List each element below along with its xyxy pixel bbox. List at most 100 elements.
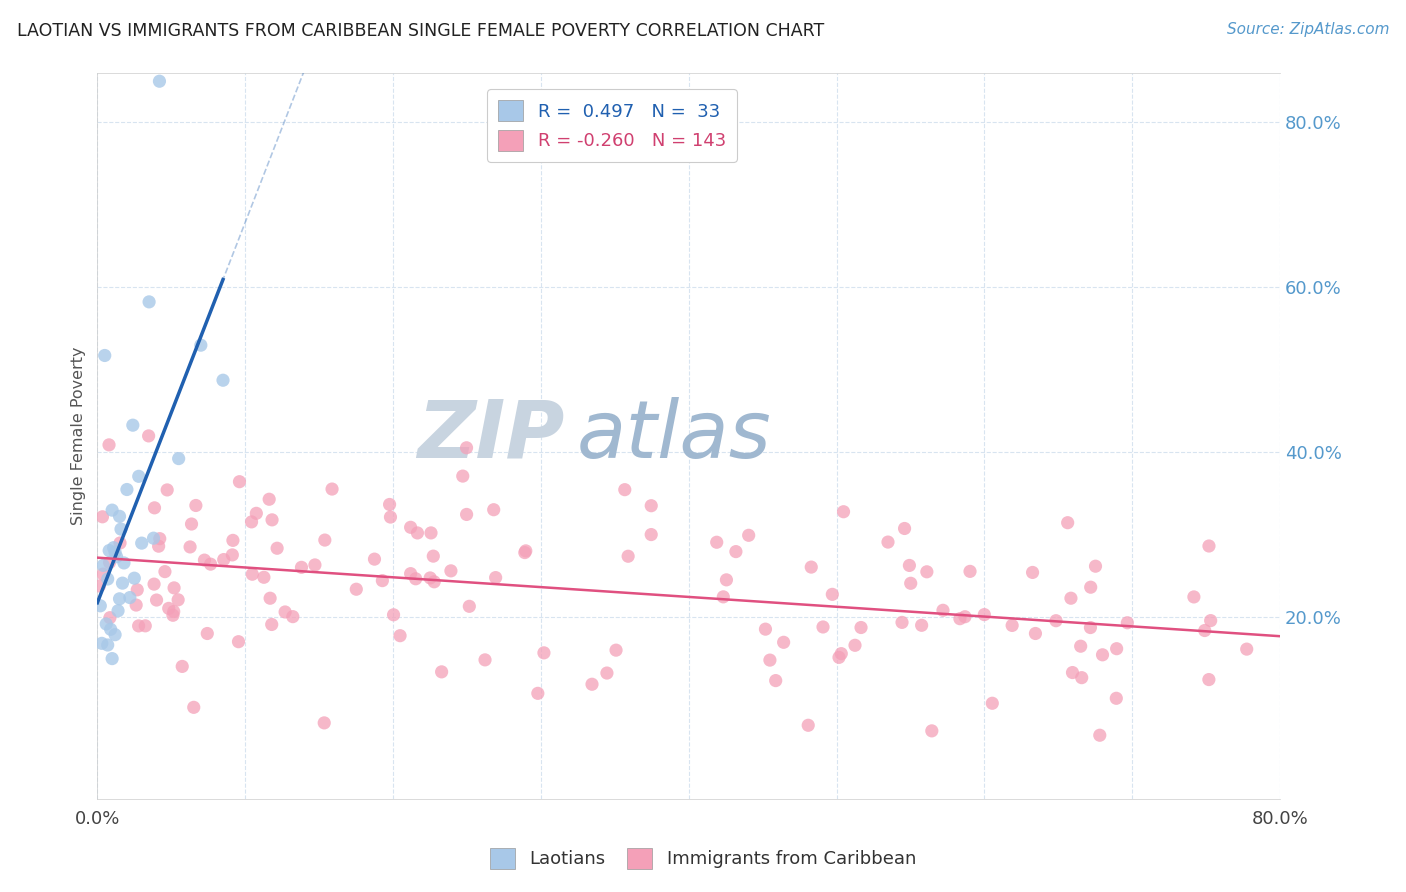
Point <box>228 475 250 489</box>
Point <box>1236 642 1258 657</box>
Point <box>724 544 747 558</box>
Point <box>253 570 276 584</box>
Point <box>1198 673 1220 687</box>
Point <box>811 620 834 634</box>
Point <box>911 618 934 632</box>
Point <box>240 567 263 582</box>
Point <box>131 536 153 550</box>
Point <box>98 610 121 624</box>
Point <box>104 628 127 642</box>
Point <box>143 500 166 515</box>
Point <box>101 651 124 665</box>
Point <box>190 338 212 352</box>
Point <box>533 646 555 660</box>
Point <box>849 620 872 634</box>
Point <box>1080 621 1102 635</box>
Point <box>422 549 444 563</box>
Point <box>127 582 149 597</box>
Point <box>754 622 776 636</box>
Point <box>104 545 127 559</box>
Point <box>138 294 160 309</box>
Point <box>98 556 121 570</box>
Point <box>183 700 205 714</box>
Point <box>1091 648 1114 662</box>
Point <box>153 565 176 579</box>
Point <box>440 564 463 578</box>
Point <box>1024 626 1046 640</box>
Point <box>640 499 662 513</box>
Point <box>157 601 180 615</box>
Point <box>100 623 122 637</box>
Point <box>1001 618 1024 632</box>
Point <box>456 508 478 522</box>
Point <box>953 609 976 624</box>
Point <box>138 429 160 443</box>
Point <box>111 576 134 591</box>
Point <box>240 515 263 529</box>
Point <box>828 650 851 665</box>
Point <box>1021 566 1043 580</box>
Point <box>832 505 855 519</box>
Point <box>101 503 124 517</box>
Point <box>290 560 312 574</box>
Point <box>430 665 453 679</box>
Point <box>405 572 427 586</box>
Point <box>485 571 508 585</box>
Point <box>108 591 131 606</box>
Point <box>259 591 281 606</box>
Point <box>1105 691 1128 706</box>
Point <box>877 535 900 549</box>
Point <box>212 373 235 387</box>
Point <box>167 451 190 466</box>
Point <box>830 647 852 661</box>
Point <box>844 638 866 652</box>
Point <box>228 634 250 648</box>
Point <box>145 593 167 607</box>
Point <box>274 605 297 619</box>
Point <box>148 539 170 553</box>
Point <box>96 617 118 632</box>
Y-axis label: Single Female Poverty: Single Female Poverty <box>72 347 86 525</box>
Point <box>149 532 172 546</box>
Legend: Laotians, Immigrants from Caribbean: Laotians, Immigrants from Caribbean <box>482 840 924 876</box>
Point <box>981 696 1004 710</box>
Point <box>245 506 267 520</box>
Point <box>596 666 619 681</box>
Point <box>103 541 125 555</box>
Point <box>419 571 441 585</box>
Point <box>1045 614 1067 628</box>
Point <box>304 558 326 572</box>
Point <box>959 565 981 579</box>
Point <box>527 686 550 700</box>
Point <box>797 718 820 732</box>
Point <box>399 520 422 534</box>
Point <box>921 723 943 738</box>
Point <box>765 673 787 688</box>
Point <box>314 533 336 547</box>
Point <box>118 591 141 605</box>
Point <box>711 590 734 604</box>
Point <box>107 604 129 618</box>
Point <box>257 492 280 507</box>
Point <box>163 605 186 619</box>
Point <box>97 572 120 586</box>
Point <box>195 626 218 640</box>
Point <box>162 608 184 623</box>
Legend: R =  0.497   N =  33, R = -0.260   N = 143: R = 0.497 N = 33, R = -0.260 N = 143 <box>486 89 737 161</box>
Point <box>772 635 794 649</box>
Point <box>423 574 446 589</box>
Text: LAOTIAN VS IMMIGRANTS FROM CARIBBEAN SINGLE FEMALE POVERTY CORRELATION CHART: LAOTIAN VS IMMIGRANTS FROM CARIBBEAN SIN… <box>17 22 824 40</box>
Point <box>900 576 922 591</box>
Point <box>179 540 201 554</box>
Point <box>93 349 115 363</box>
Point <box>399 566 422 581</box>
Point <box>1080 580 1102 594</box>
Point <box>800 560 823 574</box>
Point <box>314 715 336 730</box>
Point <box>108 509 131 524</box>
Point <box>973 607 995 622</box>
Point <box>1070 671 1092 685</box>
Point <box>420 525 443 540</box>
Point <box>156 483 179 497</box>
Point <box>893 521 915 535</box>
